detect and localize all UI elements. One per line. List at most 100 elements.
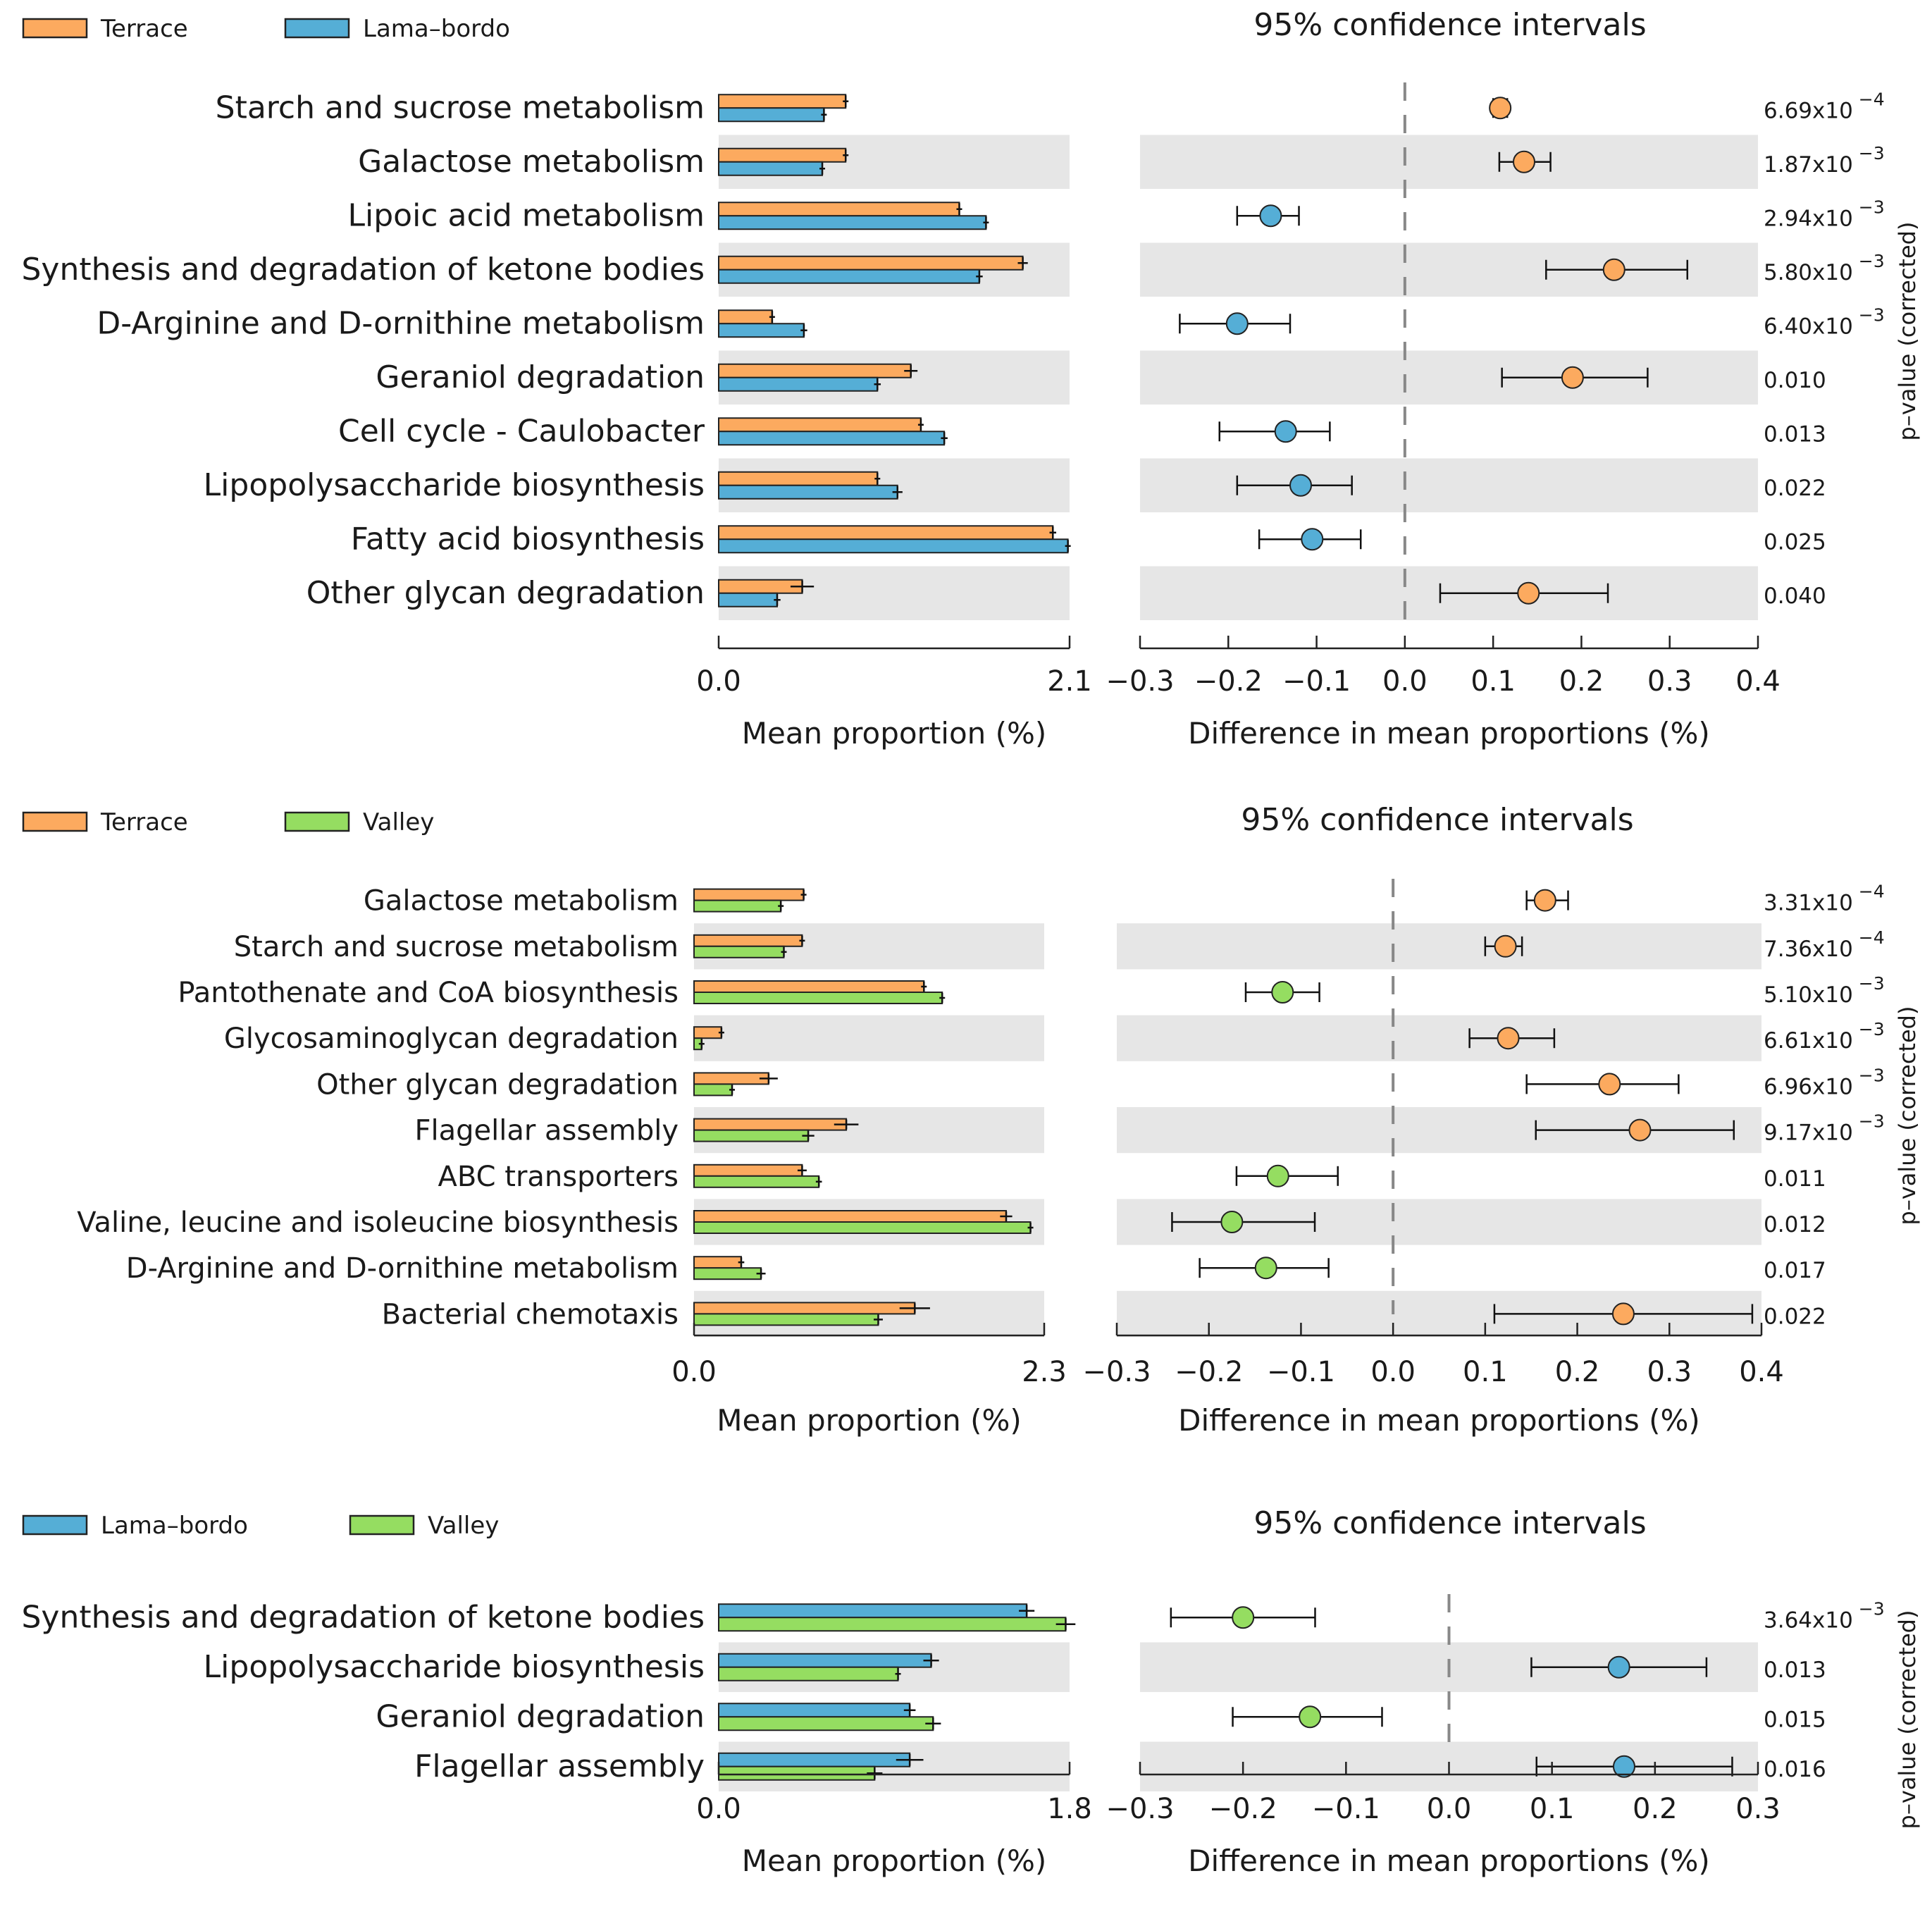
legend-swatch-1 bbox=[22, 1514, 88, 1536]
bar-group-b bbox=[718, 161, 824, 176]
p-value-base: 0.015 bbox=[1764, 1707, 1826, 1732]
bar-group-b bbox=[693, 945, 785, 958]
p-value: 6.69x10 −4 bbox=[1764, 89, 1885, 123]
p-value: 5.80x10 −3 bbox=[1764, 251, 1885, 285]
bar-group-b bbox=[718, 431, 946, 446]
left-tick-label: 2.3 bbox=[1022, 1356, 1067, 1388]
p-value: 0.017 bbox=[1764, 1258, 1826, 1283]
p-value-base: 2.94x10 bbox=[1764, 206, 1853, 231]
category-label: Lipopolysaccharide biosynthesis bbox=[204, 467, 705, 503]
p-value-base: 0.022 bbox=[1764, 476, 1826, 501]
right-tick-label: 0.1 bbox=[1470, 665, 1516, 698]
bar-group-b bbox=[718, 484, 898, 500]
bar-group-b bbox=[718, 592, 778, 607]
right-tick-label: −0.1 bbox=[1312, 1793, 1380, 1825]
bar-group-a bbox=[693, 1302, 916, 1315]
ci-point bbox=[1301, 528, 1324, 551]
p-value: 6.96x10 −3 bbox=[1764, 1065, 1885, 1099]
bar-group-a bbox=[718, 1703, 911, 1718]
right-tick-label: 0.1 bbox=[1530, 1793, 1575, 1825]
p-value: 9.17x10 −3 bbox=[1764, 1111, 1885, 1146]
bar-group-a bbox=[718, 579, 803, 594]
bar-group-a bbox=[718, 525, 1054, 541]
ci-title: 95% confidence intervals bbox=[1241, 802, 1633, 838]
category-label: Synthesis and degradation of ketone bodi… bbox=[21, 252, 705, 288]
ci-point bbox=[1489, 97, 1512, 120]
right-axis: −0.3 −0.2 −0.1 0.0 0.1 0.2 0.3 0.4 Difference in… bbox=[1106, 636, 1781, 751]
bar-group-b bbox=[718, 376, 879, 392]
p-value: 0.022 bbox=[1764, 476, 1826, 501]
p-value-base: 5.10x10 bbox=[1764, 982, 1853, 1008]
bar-group-a bbox=[718, 94, 847, 109]
p-value-exponent: −4 bbox=[1853, 89, 1885, 109]
right-tick-label: −0.2 bbox=[1194, 665, 1263, 698]
right-tick-label: 0.4 bbox=[1739, 1356, 1784, 1388]
bar-group-a bbox=[718, 202, 960, 217]
ci-point bbox=[1259, 204, 1282, 228]
bar-group-a bbox=[693, 888, 805, 901]
category-row: Valine, leucine and isoleucine biosynthe… bbox=[77, 1199, 1826, 1245]
category-row: Cell cycle - Caulobacter 0.013 bbox=[338, 413, 1826, 449]
ci-title: 95% confidence intervals bbox=[1253, 7, 1646, 43]
panel-3: Lama–bordo Valley 95% confidence intervals… bbox=[21, 1505, 1921, 1878]
p-value: 0.012 bbox=[1764, 1212, 1826, 1237]
ci-point bbox=[1299, 1705, 1322, 1729]
p-value-base: 0.016 bbox=[1764, 1757, 1826, 1782]
p-value: 1.87x10 −3 bbox=[1764, 143, 1885, 178]
bar-group-b bbox=[718, 323, 805, 338]
category-label: Cell cycle - Caulobacter bbox=[338, 413, 705, 449]
category-row: Lipopolysaccharide biosynthesis 0.013 bbox=[204, 1642, 1826, 1692]
panel-1: Terrace Lama–bordo 95% confidence interval… bbox=[21, 7, 1921, 751]
bar-group-b bbox=[693, 992, 943, 1004]
category-row: D-Arginine and D-ornithine metabolism 0.0… bbox=[126, 1252, 1826, 1285]
category-label: D-Arginine and D-ornithine metabolism bbox=[126, 1252, 679, 1285]
left-tick-label: 0.0 bbox=[696, 665, 741, 698]
p-value: 0.025 bbox=[1764, 529, 1826, 555]
bar-group-b bbox=[693, 899, 782, 913]
legend: Terrace Valley bbox=[22, 808, 434, 837]
p-value: 6.61x10 −3 bbox=[1764, 1019, 1885, 1054]
bar-group-b bbox=[693, 1129, 810, 1142]
category-label: Other glycan degradation bbox=[316, 1068, 679, 1101]
right-tick-label: 0.3 bbox=[1647, 665, 1692, 698]
p-value-exponent: −3 bbox=[1853, 1065, 1885, 1085]
row-band-right bbox=[1140, 458, 1758, 512]
category-row: Lipoic acid metabolism 2.94x10 −3 bbox=[347, 197, 1884, 233]
ci-point bbox=[1497, 1027, 1520, 1050]
legend-label-2: Valley bbox=[428, 1512, 499, 1540]
row-band-right bbox=[1117, 923, 1761, 970]
p-value-base: 0.012 bbox=[1764, 1212, 1826, 1237]
bar-group-b bbox=[693, 1267, 762, 1280]
ci-point bbox=[1512, 150, 1535, 173]
legend-label-2: Valley bbox=[363, 808, 434, 837]
legend-swatch-2 bbox=[284, 18, 350, 39]
p-value-base: 0.040 bbox=[1764, 584, 1826, 609]
ci-point bbox=[1289, 474, 1313, 497]
category-label: Fatty acid biosynthesis bbox=[351, 521, 705, 557]
right-tick-label: −0.1 bbox=[1267, 1356, 1335, 1388]
left-tick-label: 2.1 bbox=[1047, 665, 1092, 698]
bar-group-a bbox=[693, 1163, 803, 1177]
ci-point bbox=[1612, 1755, 1635, 1778]
category-row: Other glycan degradation 6.96x10 −3 bbox=[316, 1065, 1885, 1101]
bar-group-b bbox=[693, 1313, 879, 1326]
right-tick-label: −0.2 bbox=[1175, 1356, 1243, 1388]
category-label: D-Arginine and D-ornithine metabolism bbox=[97, 305, 705, 341]
p-value: 5.10x10 −3 bbox=[1764, 973, 1885, 1008]
ci-point bbox=[1232, 1606, 1255, 1629]
bar-group-b bbox=[718, 1666, 899, 1681]
right-tick-label: 0.2 bbox=[1555, 1356, 1600, 1388]
category-label: Starch and sucrose metabolism bbox=[216, 89, 705, 125]
bar-group-a bbox=[718, 471, 879, 486]
category-row: Other glycan degradation 0.040 bbox=[306, 566, 1826, 620]
p-value-base: 0.013 bbox=[1764, 1658, 1826, 1683]
p-value: 3.31x10 −4 bbox=[1764, 882, 1885, 916]
p-value-exponent: −3 bbox=[1853, 1598, 1885, 1619]
ci-point bbox=[1607, 1655, 1630, 1679]
category-row: Bacterial chemotaxis 0.022 bbox=[382, 1290, 1826, 1337]
bar-group-a bbox=[718, 1752, 911, 1767]
row-band-right bbox=[1140, 350, 1758, 405]
ci-point bbox=[1494, 934, 1517, 958]
